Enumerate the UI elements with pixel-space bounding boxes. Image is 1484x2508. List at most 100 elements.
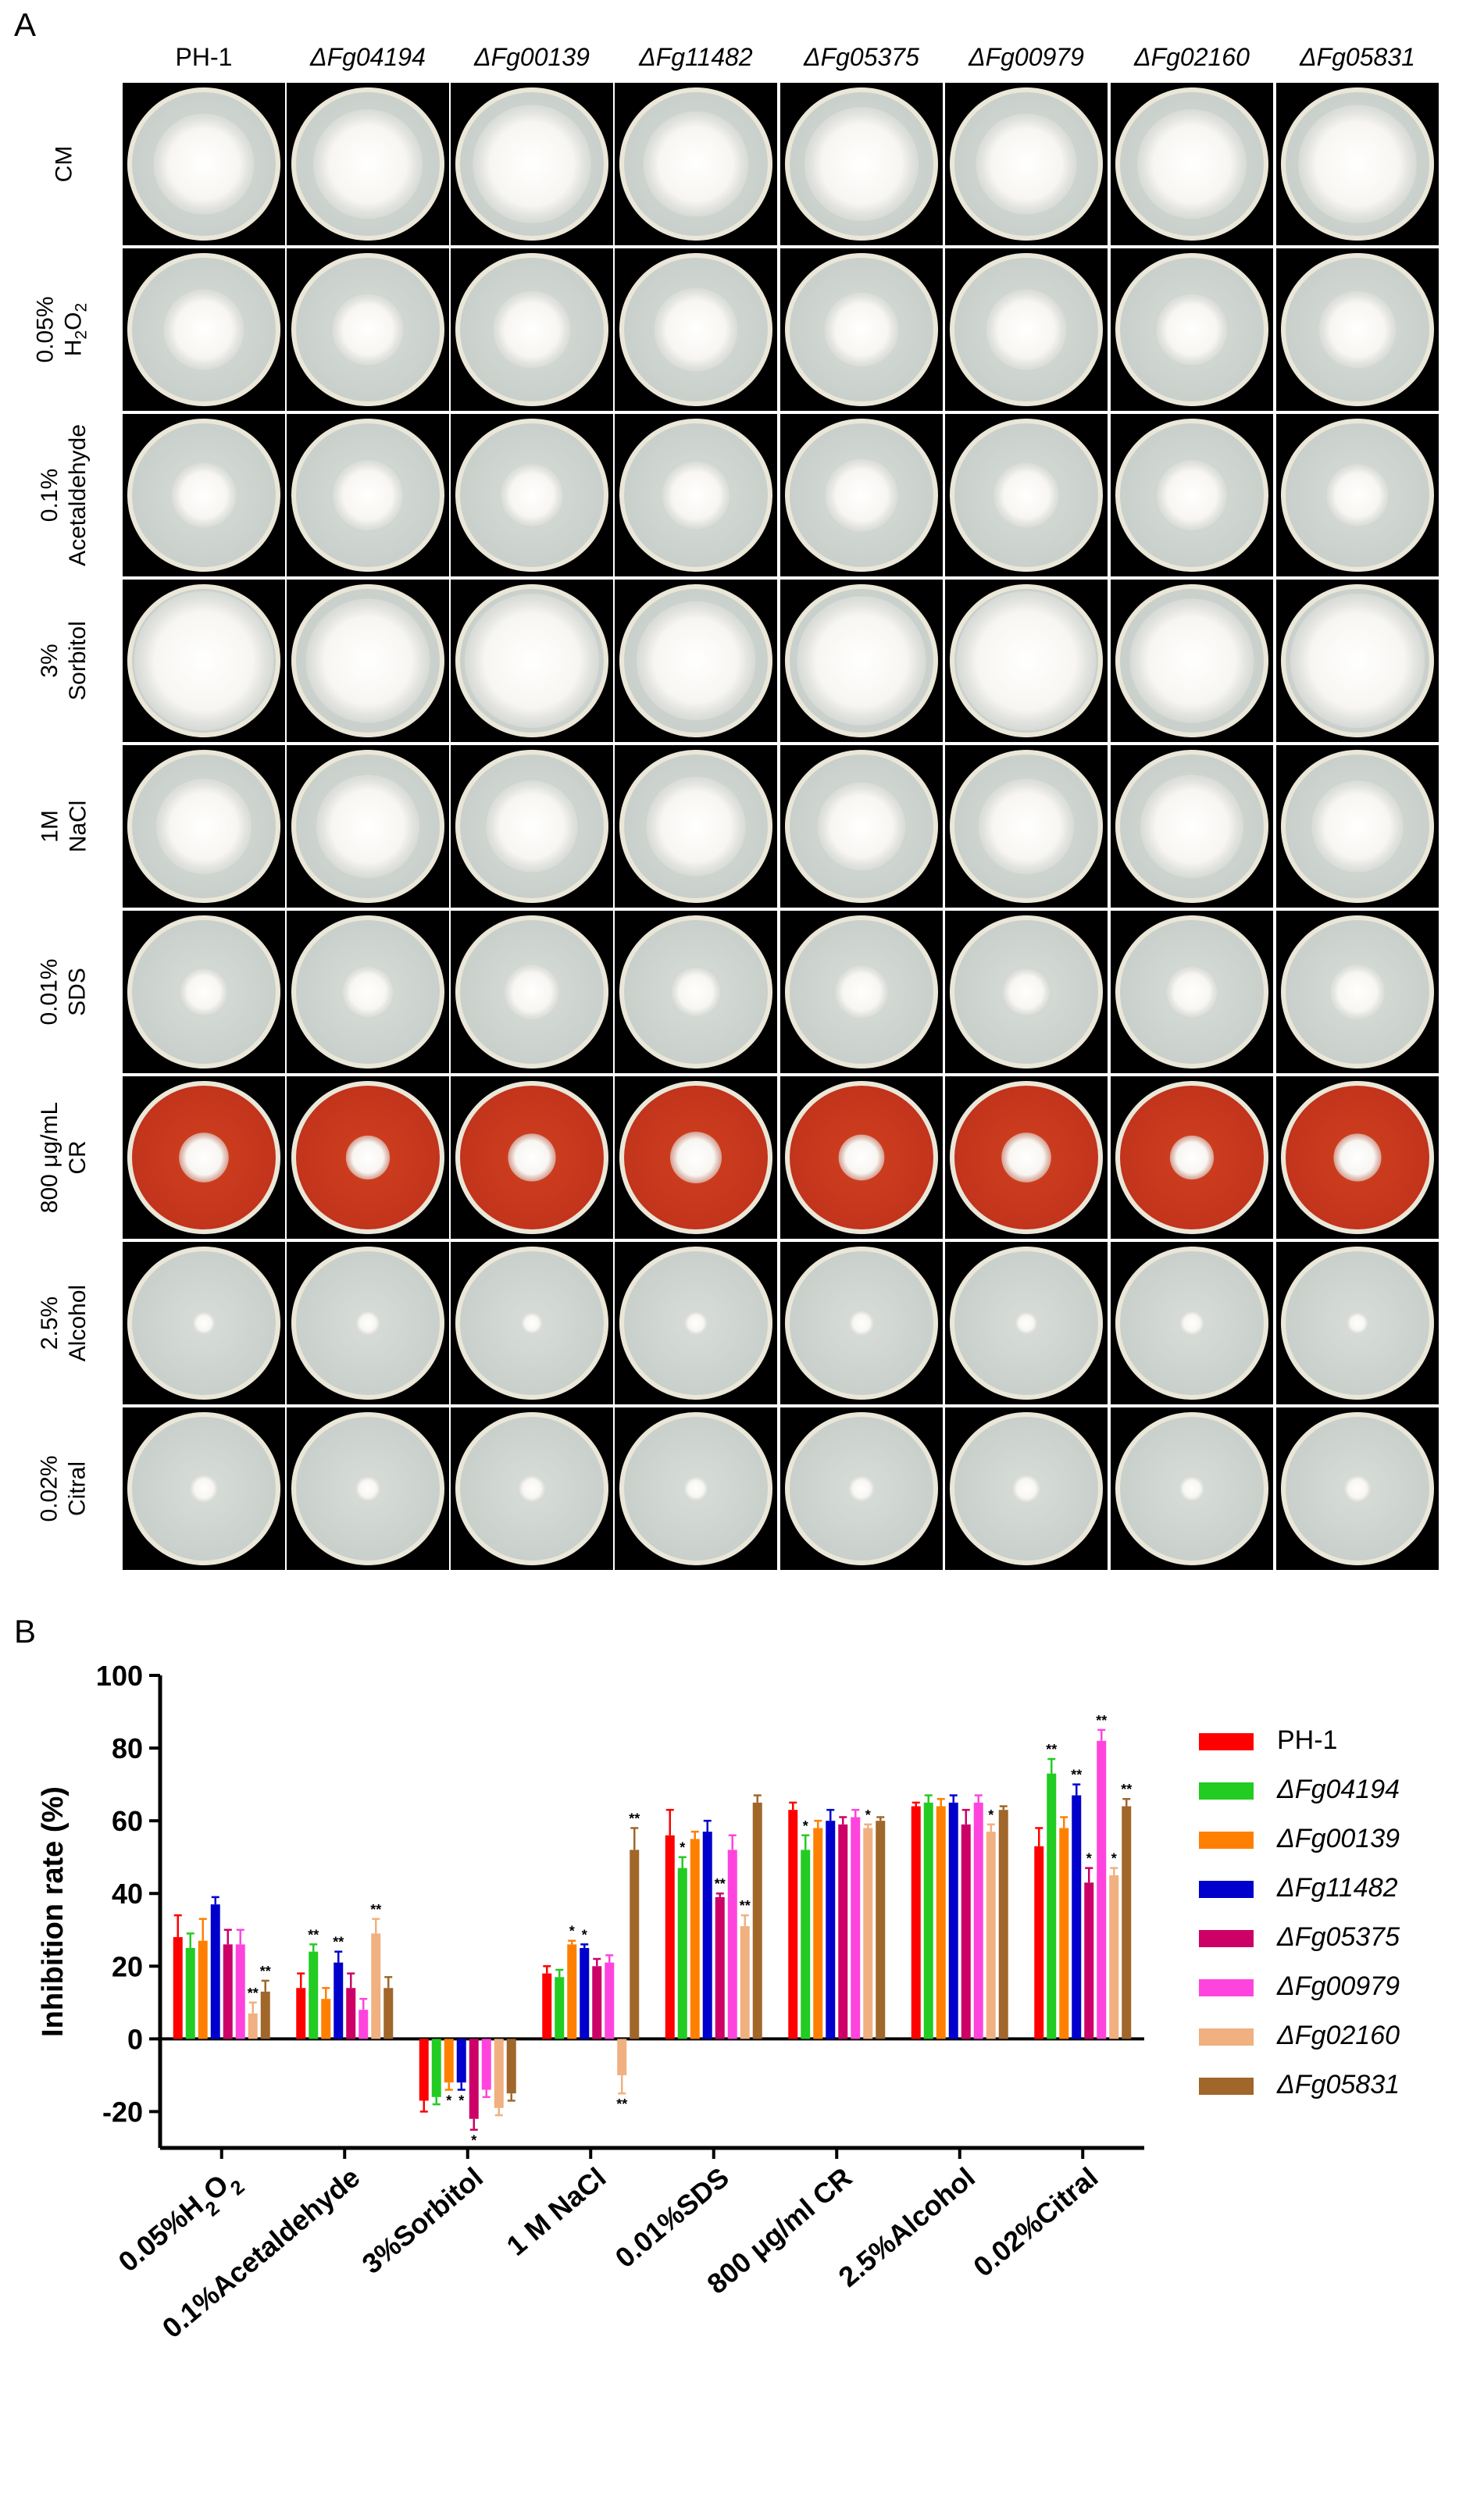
legend-label: ΔFg04194 <box>1277 1775 1400 1804</box>
plate-image <box>123 414 285 576</box>
strain-label: PH-1 <box>175 43 233 71</box>
fungal-colony <box>1003 969 1050 1015</box>
fungal-colony <box>464 593 600 729</box>
plate-image <box>945 1076 1108 1239</box>
fungal-colony <box>1344 1475 1371 1502</box>
bar <box>592 1966 602 2039</box>
fungal-colony <box>190 1475 218 1503</box>
plate-image <box>945 83 1108 245</box>
y-tick-label: 80 <box>112 1732 143 1764</box>
bar <box>1072 1795 1082 2039</box>
y-tick-label: -20 <box>102 2096 143 2128</box>
fungal-colony <box>1318 291 1397 369</box>
plate-image <box>287 580 449 742</box>
bar <box>542 1973 552 2039</box>
significance-label: * <box>1086 1851 1092 1867</box>
fungal-colony <box>1347 1312 1368 1334</box>
fungal-colony <box>993 462 1059 528</box>
significance-label: * <box>1111 1851 1117 1867</box>
fungal-colony <box>163 289 244 370</box>
bar <box>567 1944 577 2039</box>
significance-label: * <box>803 1818 808 1834</box>
significance-label: ** <box>248 1985 259 2001</box>
significance-label: * <box>569 1924 575 1939</box>
fungal-colony <box>643 111 749 217</box>
bar <box>1034 1846 1044 2039</box>
significance-label: ** <box>740 1898 751 1914</box>
bar <box>334 1962 344 2039</box>
bar <box>801 1850 811 2039</box>
bar <box>198 1940 208 2039</box>
fungal-colony <box>1140 774 1244 879</box>
plate-image <box>123 911 285 1073</box>
plate-image <box>451 1242 613 1404</box>
bar <box>494 2039 504 2108</box>
plate-image <box>1276 248 1439 411</box>
strain-label: ΔFg05375 <box>804 43 919 71</box>
fungal-colony <box>356 1311 380 1335</box>
bar <box>923 1802 933 2039</box>
plate-image <box>287 1407 449 1570</box>
bar <box>371 1933 381 2039</box>
plate-image <box>451 414 613 576</box>
legend-swatch <box>1199 1979 1254 1996</box>
fungal-colony <box>1001 1133 1051 1183</box>
plate-image <box>780 580 943 742</box>
plate-image <box>780 83 943 245</box>
bar <box>419 2039 429 2101</box>
legend-label: ΔFg05375 <box>1277 1922 1400 1952</box>
bar <box>248 2013 258 2039</box>
bar <box>223 1944 233 2039</box>
fungal-colony <box>684 1477 708 1500</box>
bar <box>1097 1740 1107 2039</box>
bar <box>359 2010 369 2039</box>
fungal-colony <box>493 291 571 369</box>
bar <box>936 1806 946 2039</box>
bar <box>986 1832 996 2039</box>
fungal-colony <box>342 966 394 1018</box>
plate-image <box>451 745 613 908</box>
plate-image <box>287 248 449 411</box>
bar <box>185 1948 195 2039</box>
legend-swatch <box>1199 1930 1254 1947</box>
fungal-colony <box>1169 1135 1215 1180</box>
significance-label: ** <box>616 2096 627 2112</box>
fungal-colony <box>849 1311 874 1336</box>
fungal-colony <box>501 464 563 526</box>
significance-label: ** <box>1046 1742 1057 1757</box>
y-tick-label: 0 <box>127 2023 143 2055</box>
plate-image <box>1111 1242 1273 1404</box>
fungal-colony <box>1136 109 1247 219</box>
significance-label: * <box>446 2093 451 2109</box>
fungal-colony <box>1326 464 1389 526</box>
plate-image <box>1111 911 1273 1073</box>
fungal-colony <box>824 292 899 367</box>
plate-image <box>1111 580 1273 742</box>
fungal-colony <box>305 598 430 723</box>
bar <box>1047 1773 1057 2039</box>
bar <box>444 2039 454 2083</box>
fungal-colony <box>662 461 730 530</box>
fungal-colony <box>171 462 237 528</box>
significance-label: ** <box>1096 1713 1107 1728</box>
plate-image <box>780 1076 943 1239</box>
plate-image <box>615 911 777 1073</box>
plate-image <box>1276 414 1439 576</box>
plate-image <box>1276 580 1439 742</box>
plate-image <box>287 911 449 1073</box>
significance-label: ** <box>629 1811 640 1826</box>
fungal-colony <box>1330 965 1385 1019</box>
plate-image <box>123 83 285 245</box>
bar <box>838 1824 848 2039</box>
plate-image <box>780 248 943 411</box>
x-tick-label: 0.02%Citral <box>967 2161 1104 2283</box>
fungal-colony <box>1012 1475 1040 1503</box>
fungal-colony <box>505 965 559 1019</box>
fungal-colony <box>835 965 888 1019</box>
x-tick-label: 0.01%SDS <box>609 2161 735 2274</box>
fungal-colony <box>646 776 746 876</box>
significance-label: * <box>471 2133 476 2149</box>
bar <box>580 1948 590 2039</box>
fungal-colony <box>1166 966 1218 1018</box>
